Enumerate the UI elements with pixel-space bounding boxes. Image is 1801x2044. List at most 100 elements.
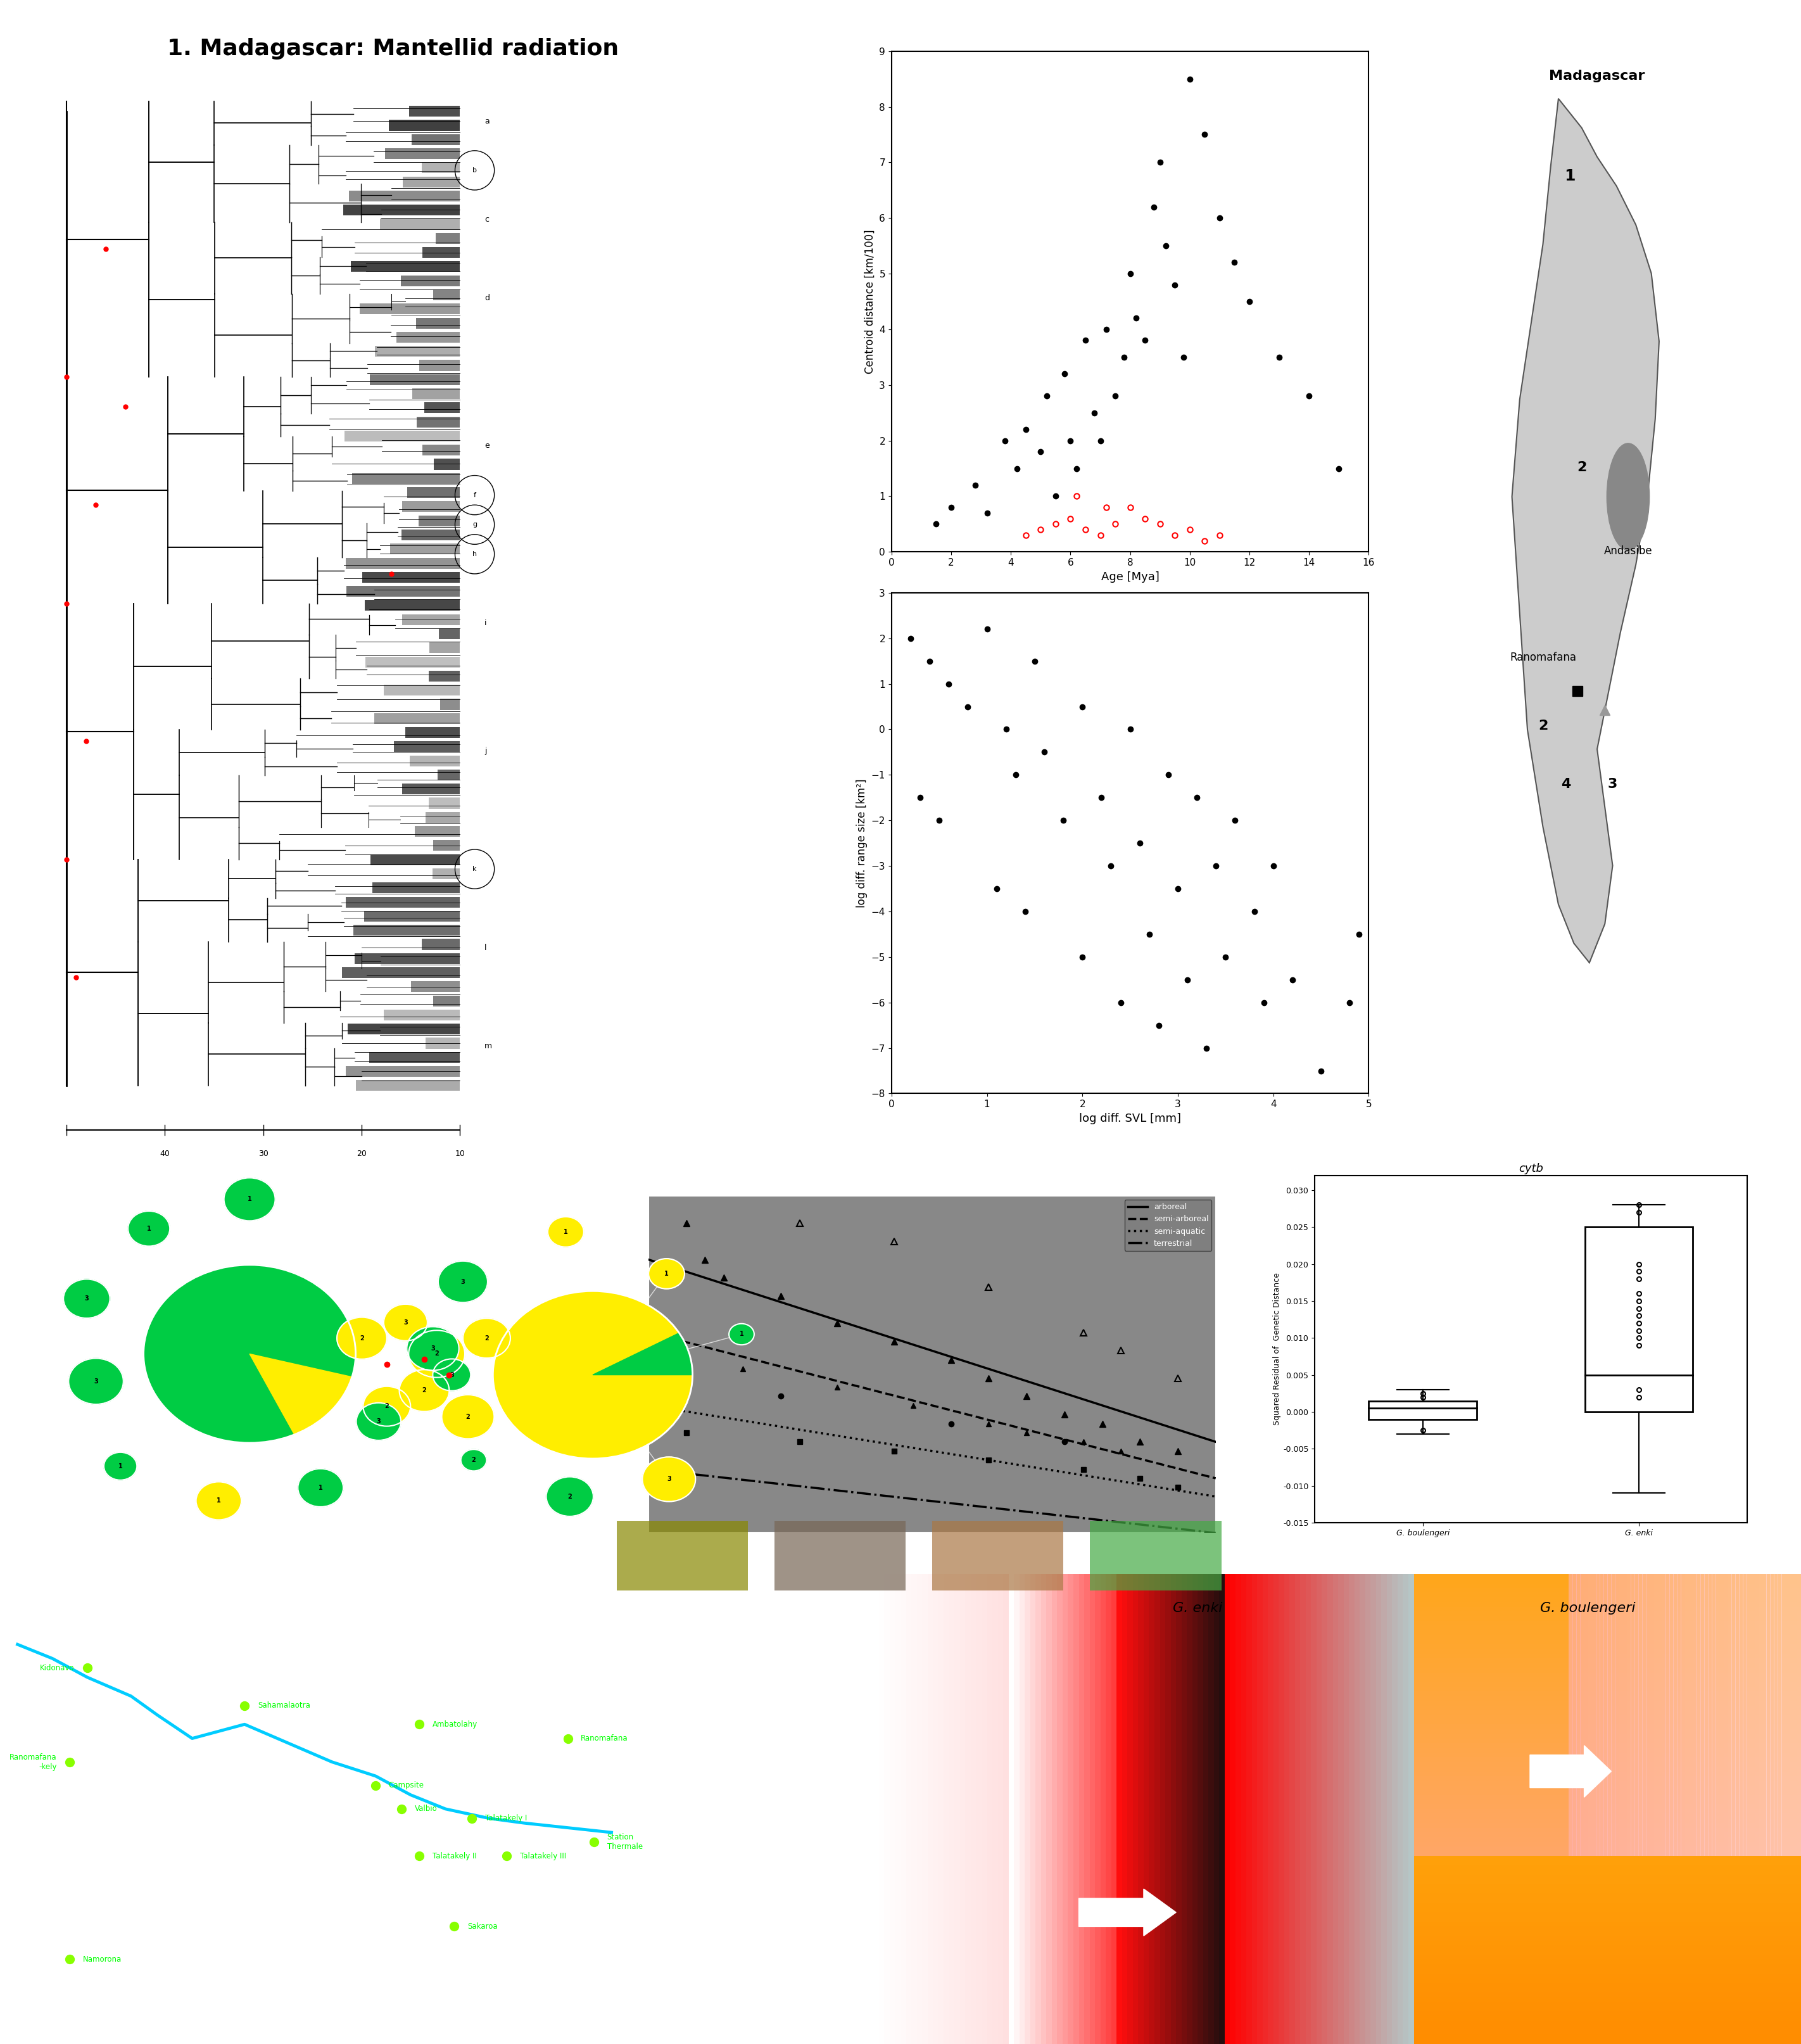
Text: 1: 1	[1565, 170, 1576, 184]
Bar	[439, 628, 459, 640]
Bar	[1612, 1574, 1615, 1856]
Bar	[1743, 1574, 1747, 1856]
Bar	[1414, 1650, 1801, 1654]
Bar	[1241, 1574, 1246, 2044]
Bar	[998, 1574, 1003, 2044]
Title: cytb: cytb	[1518, 1163, 1543, 1175]
Bar	[1414, 2019, 1801, 2026]
Circle shape	[643, 1457, 695, 1502]
Y-axis label: $D_{xy}$: $D_{xy}$	[602, 1349, 623, 1365]
Bar	[1111, 1574, 1117, 2044]
Circle shape	[357, 1402, 402, 1441]
Bar	[917, 1574, 922, 2044]
Text: 3: 3	[430, 1345, 436, 1351]
Text: 10: 10	[456, 1149, 465, 1157]
Bar	[1615, 1574, 1619, 1856]
Circle shape	[407, 1327, 459, 1369]
Text: g: g	[472, 521, 477, 527]
Bar	[1138, 1574, 1144, 2044]
Bar	[1790, 1574, 1794, 1856]
Bar	[1414, 1897, 1801, 1903]
Bar	[982, 1574, 987, 2044]
Bar	[1414, 1596, 1801, 1602]
Bar	[1052, 1574, 1057, 2044]
Bar	[421, 247, 459, 258]
Bar	[1117, 1574, 1122, 2044]
Bar	[1758, 1574, 1763, 1856]
Bar	[1794, 1574, 1797, 1856]
Bar	[421, 161, 459, 174]
Bar	[1208, 1574, 1214, 2044]
Bar	[890, 1574, 895, 2044]
Bar	[1414, 1602, 1801, 1607]
Bar	[1041, 1574, 1046, 2044]
Bar	[1713, 1574, 1716, 1856]
Bar	[402, 529, 459, 540]
Text: k: k	[472, 867, 477, 873]
FancyArrow shape	[1531, 1746, 1612, 1797]
Bar	[1333, 1574, 1338, 2044]
Bar	[1414, 1944, 1801, 1950]
Bar	[1635, 1574, 1639, 1856]
Bar	[1414, 1690, 1801, 1697]
Bar	[1268, 1574, 1273, 2044]
Bar	[1327, 1574, 1333, 2044]
Bar	[1187, 1574, 1192, 2044]
Text: 1: 1	[247, 1196, 252, 1202]
Bar	[1662, 1574, 1666, 1856]
Text: 1. Madagascar: Mantellid radiation: 1. Madagascar: Mantellid radiation	[167, 39, 620, 59]
Bar	[1414, 1729, 1801, 1733]
Bar	[1716, 1574, 1720, 1856]
Bar	[418, 417, 459, 427]
Bar	[355, 953, 459, 965]
Bar	[1414, 1766, 1801, 1772]
Circle shape	[63, 1280, 110, 1318]
Bar	[1414, 2011, 1801, 2015]
Bar	[1414, 1870, 1801, 1874]
Bar	[1219, 1574, 1225, 2044]
Bar	[1414, 2015, 1801, 2019]
Bar	[1734, 1574, 1740, 1856]
Bar	[1106, 1574, 1111, 2044]
Bar	[1727, 1574, 1733, 1856]
Bar	[402, 783, 459, 795]
Bar	[1068, 1574, 1073, 2044]
Bar	[1414, 1676, 1801, 1682]
Bar	[1414, 1733, 1801, 1737]
Text: 3: 3	[403, 1318, 407, 1327]
Bar	[434, 290, 459, 300]
Bar	[1414, 1889, 1801, 1893]
Bar	[1414, 2026, 1801, 2030]
Bar	[1414, 1668, 1801, 1672]
Text: 2: 2	[472, 1457, 475, 1464]
Bar	[1414, 1827, 1801, 1831]
Bar	[1414, 1932, 1801, 1936]
Bar	[1311, 1574, 1317, 2044]
Bar	[1144, 1574, 1149, 2044]
Bar	[1257, 1574, 1263, 2044]
Text: f: f	[474, 493, 475, 499]
Bar	[438, 769, 459, 781]
Bar	[1154, 1574, 1160, 2044]
Bar	[1414, 1723, 1801, 1729]
Bar	[1414, 1791, 1801, 1795]
Text: 3: 3	[85, 1296, 88, 1302]
Bar	[1403, 1574, 1408, 2044]
Bar	[429, 670, 459, 681]
Text: 2. Andasibe and Ranomafana:
Communities: 2. Andasibe and Ranomafana: Communities	[711, 1122, 994, 1157]
Bar	[1036, 1574, 1041, 2044]
Wedge shape	[493, 1292, 693, 1459]
Circle shape	[223, 1177, 276, 1220]
Text: 3: 3	[376, 1419, 380, 1425]
Bar	[1371, 1574, 1376, 2044]
Bar	[1414, 1770, 1801, 1776]
Bar	[1414, 2034, 1801, 2040]
Text: Talatakely II: Talatakely II	[432, 1852, 477, 1860]
Bar	[922, 1574, 928, 2044]
Bar	[346, 558, 459, 568]
Text: c: c	[484, 215, 488, 223]
Text: 1: 1	[216, 1498, 222, 1504]
Bar	[1619, 1574, 1623, 1856]
Text: d: d	[484, 294, 490, 303]
Bar	[369, 1053, 459, 1063]
